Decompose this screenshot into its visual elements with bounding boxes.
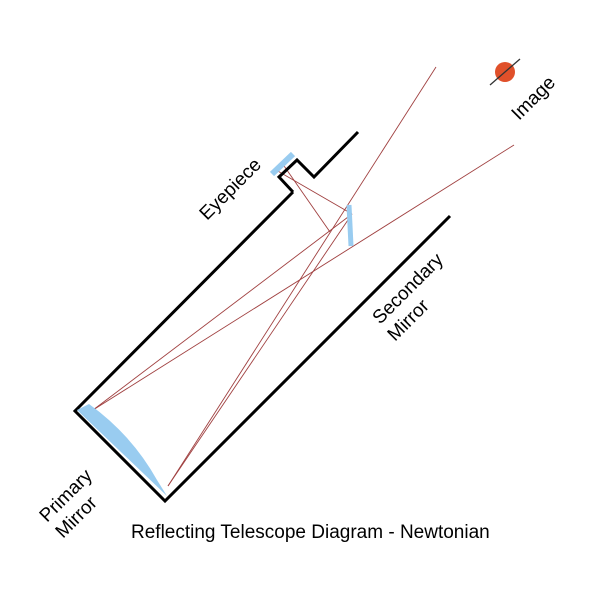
reflected-ray-from-primary-left [92, 213, 353, 411]
diagram-title: Reflecting Telescope Diagram - Newtonian [131, 522, 490, 543]
reflected-ray-from-primary-right [167, 213, 353, 487]
planet-ring [489, 58, 521, 86]
eyepiece-label: Eyepiece [196, 154, 266, 224]
tube-upper-wall [72, 190, 452, 504]
ray-to-eyepiece-2 [281, 162, 331, 233]
incoming-ray-lower [92, 144, 515, 411]
saturn-planet-icon [489, 58, 521, 86]
incoming-ray-upper [167, 66, 437, 487]
light-rays [92, 66, 515, 487]
secondary-mirror [346, 204, 354, 247]
primary-mirror [77, 404, 167, 496]
ray-to-eyepiece-1 [275, 169, 353, 215]
eyepiece-housing [276, 130, 360, 194]
telescope-tube [72, 130, 452, 504]
eyepiece-lens [269, 151, 296, 177]
image-label: Image [508, 72, 560, 124]
